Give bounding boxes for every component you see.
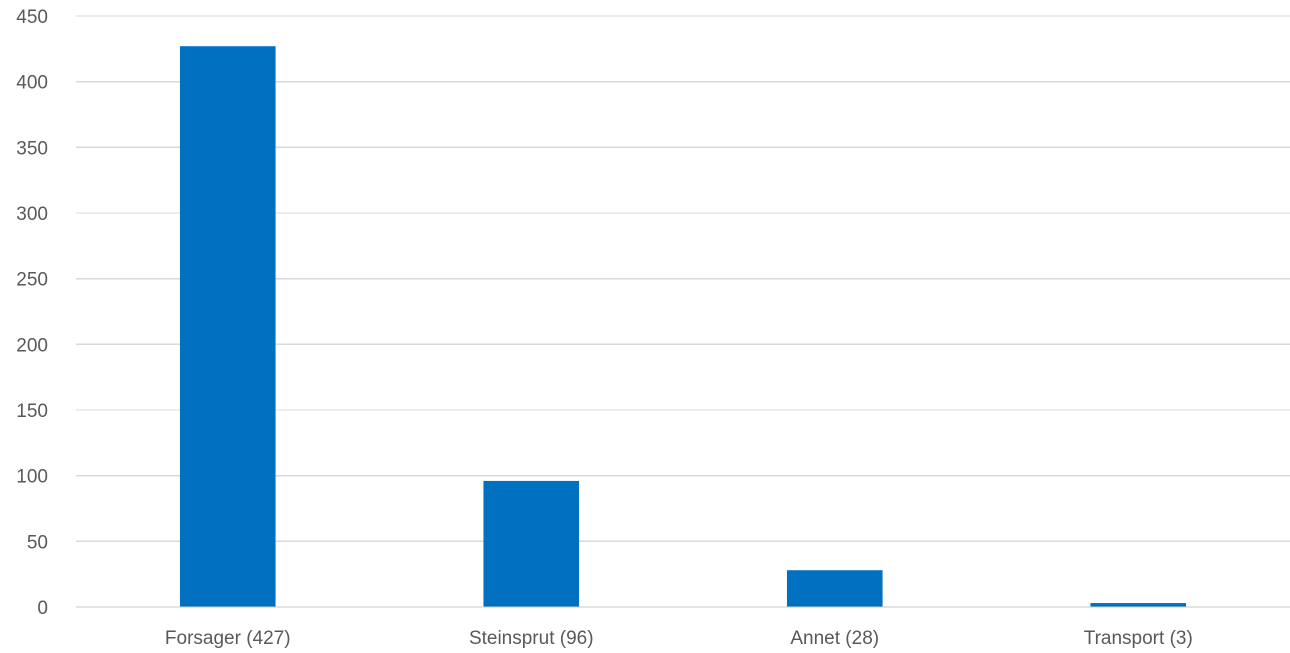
x-tick-label: Annet (28): [790, 628, 879, 649]
y-tick-label: 100: [16, 467, 48, 488]
x-axis-tick-labels: Forsager (427) Steinsprut (96) Annet (28) T…: [165, 628, 1193, 649]
x-tick-label: Forsager (427): [165, 628, 291, 649]
y-tick-label: 250: [16, 270, 48, 291]
x-tick-label: Transport (3): [1084, 628, 1193, 649]
y-tick-label: 200: [16, 335, 48, 356]
y-tick-label: 400: [16, 73, 48, 94]
bar-0: [179, 46, 276, 607]
y-tick-label: 0: [37, 598, 48, 619]
y-tick-label: 450: [16, 7, 48, 28]
y-tick-label: 300: [16, 204, 48, 225]
y-tick-label: 150: [16, 401, 48, 422]
y-tick-label: 350: [16, 138, 48, 159]
bars: [179, 46, 1187, 607]
y-axis-tick-labels: 0 50 100 150 200 250 300 350 400 450: [16, 7, 48, 619]
gridlines: [76, 15, 1290, 542]
bar-1: [483, 480, 580, 607]
bar-2: [786, 570, 883, 607]
x-tick-label: Steinsprut (96): [469, 628, 594, 649]
y-tick-label: 50: [27, 532, 48, 553]
bar-3: [1090, 603, 1187, 607]
